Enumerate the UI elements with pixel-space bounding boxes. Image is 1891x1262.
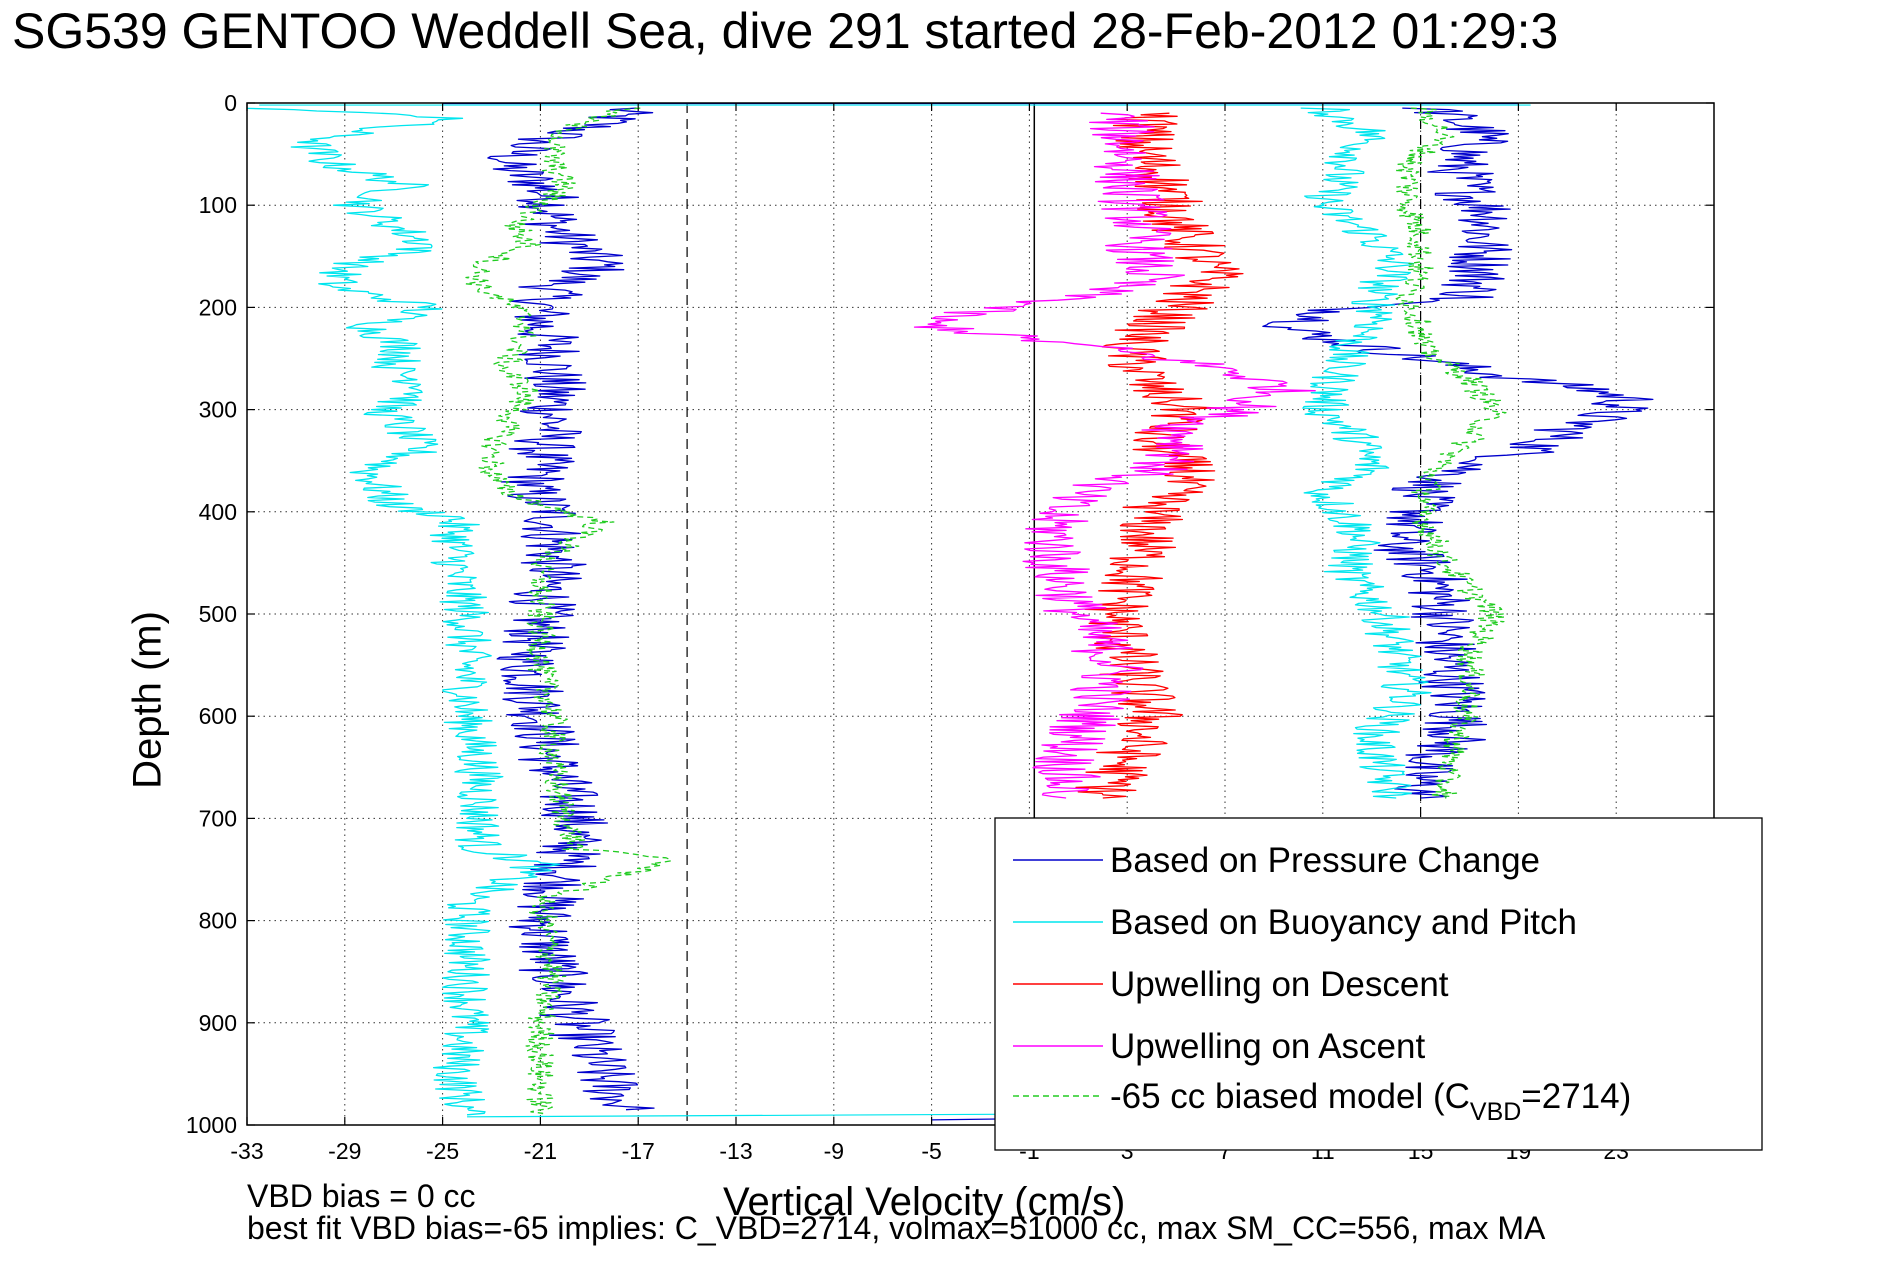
series-line-based-on-buoyancy-and-pitch	[247, 107, 561, 1116]
y-tick-label: 800	[199, 908, 237, 934]
x-axis-label: Vertical Velocity (cm/s)	[723, 1180, 1126, 1224]
legend-label: Upwelling on Descent	[1110, 965, 1449, 1004]
legend-label: Upwelling on Ascent	[1110, 1027, 1425, 1066]
y-tick-label: 100	[199, 192, 237, 218]
legend-box	[994, 817, 1763, 1151]
legend: Based on Pressure Change Based on Buoyanc…	[994, 817, 1763, 1151]
series-line-based-on-pressure-change	[487, 107, 655, 1111]
y-tick-label: 400	[199, 499, 237, 525]
x-tick-label: -17	[622, 1138, 655, 1164]
y-tick-label: 900	[199, 1010, 237, 1036]
footnote-best-fit: best fit VBD bias=-65 implies: C_VBD=271…	[247, 1210, 1546, 1246]
y-tick-label: 500	[199, 601, 237, 627]
series-line-upwelling-on-descent	[1075, 112, 1244, 799]
series-line-based-on-pressure-change	[1262, 107, 1654, 799]
y-axis-label: Depth (m)	[125, 611, 170, 789]
x-tick-label: -33	[230, 1138, 263, 1164]
y-tick-label: 600	[199, 703, 237, 729]
x-tick-label: -29	[328, 1138, 361, 1164]
y-tick-label: 300	[199, 397, 237, 423]
y-tick-label: 200	[199, 294, 237, 320]
footnote-vbd-bias: VBD bias = 0 cc	[247, 1178, 476, 1214]
series-line-upwelling-on-ascent	[913, 112, 1316, 799]
x-tick-label: -25	[426, 1138, 459, 1164]
y-tick-label: 0	[224, 90, 237, 116]
legend-label: Based on Pressure Change	[1110, 841, 1540, 880]
series-line-based-on-buoyancy-and-pitch	[1300, 107, 1432, 799]
x-tick-label: -5	[921, 1138, 941, 1164]
series-line-65-cc-biased-model-c-vbd-2714	[465, 107, 672, 1116]
x-tick-label: -9	[824, 1138, 844, 1164]
series-line-65-cc-biased-model-c-vbd-2714	[1394, 107, 1507, 799]
x-tick-label: -13	[719, 1138, 752, 1164]
y-tick-label: 700	[199, 805, 237, 831]
chart-title: SG539 GENTOO Weddell Sea, dive 291 start…	[12, 3, 1559, 59]
x-tick-label: -21	[524, 1138, 557, 1164]
y-tick-label: 1000	[186, 1112, 237, 1138]
legend-label: Based on Buoyancy and Pitch	[1110, 903, 1577, 942]
